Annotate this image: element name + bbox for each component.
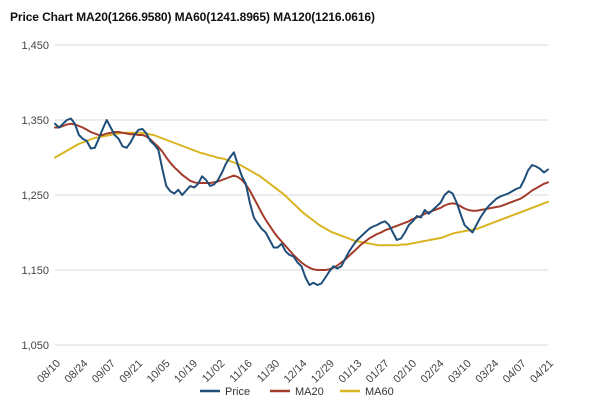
- y-tick-label: 1,150: [21, 265, 49, 277]
- chart-title: Price Chart MA20(1266.9580) MA60(1241.89…: [10, 10, 375, 24]
- x-tick-label: 02/10: [391, 358, 419, 386]
- x-tick-label: 08/10: [35, 358, 63, 386]
- legend-label-ma60: MA60: [365, 386, 394, 398]
- x-tick-label: 04/21: [528, 358, 556, 386]
- legend-label-ma20: MA20: [295, 386, 324, 398]
- x-tick-label: 10/05: [145, 358, 173, 386]
- x-tick-label: 01/27: [364, 358, 392, 386]
- x-tick-label: 11/16: [227, 358, 254, 385]
- legend-label-price: Price: [225, 386, 250, 398]
- x-tick-label: 09/21: [117, 358, 145, 386]
- series-line-ma20: [54, 122, 549, 271]
- x-tick-label: 10/19: [172, 358, 200, 386]
- y-tick-label: 1,250: [21, 190, 49, 202]
- x-tick-label: 03/24: [473, 358, 501, 386]
- x-tick-label: 03/10: [446, 358, 474, 386]
- x-tick-label: 01/13: [336, 358, 364, 386]
- x-tick-label: 11/30: [255, 358, 282, 385]
- x-tick-label: 08/24: [63, 358, 91, 386]
- x-tick-label: 09/07: [90, 358, 118, 386]
- x-tick-label: 12/29: [309, 358, 337, 386]
- y-tick-label: 1,050: [21, 340, 49, 352]
- x-tick-label: 12/14: [282, 358, 310, 386]
- y-tick-label: 1,350: [21, 115, 49, 127]
- series-line-price: [54, 117, 549, 286]
- x-tick-label: 04/07: [501, 358, 529, 386]
- x-tick-label: 11/02: [200, 358, 227, 385]
- x-tick-label: 02/24: [419, 358, 447, 386]
- y-tick-label: 1,450: [21, 40, 49, 52]
